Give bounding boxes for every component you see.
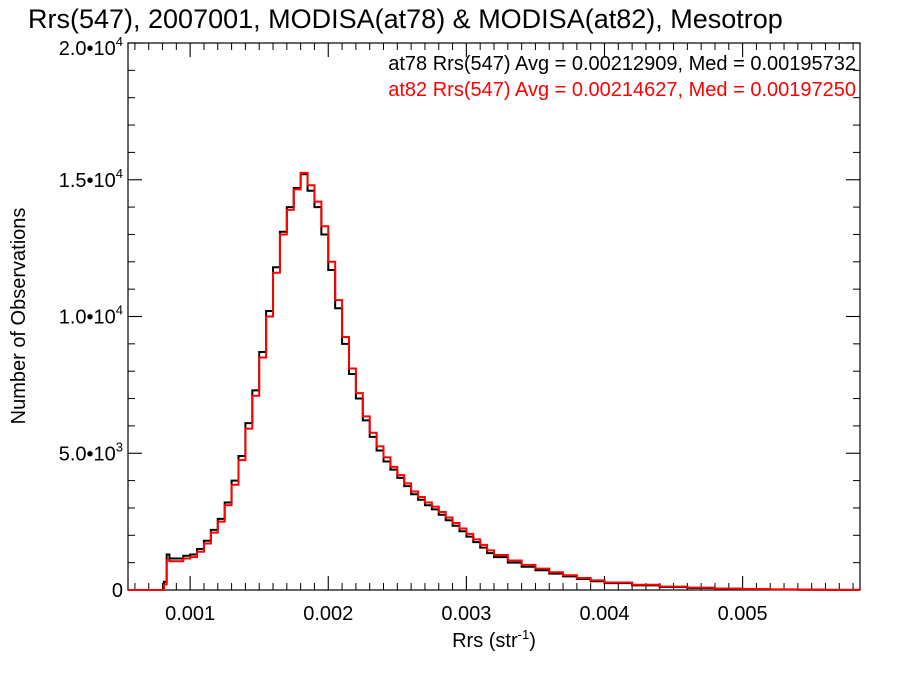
y-tick-label: 0 (112, 580, 123, 602)
y-tick-label: 2.0•104 (59, 34, 123, 60)
series-line-at82 (128, 171, 861, 591)
series-layer (128, 171, 861, 591)
x-tick-label: 0.004 (579, 603, 629, 625)
x-tick-label: 0.001 (165, 603, 215, 625)
y-tick-label: 1.0•104 (59, 303, 123, 329)
x-tick-label: 0.003 (441, 603, 491, 625)
plot-frame (127, 42, 861, 591)
y-tick-label: 1.5•104 (59, 166, 123, 192)
chart-title: Rrs(547), 2007001, MODISA(at78) & MODISA… (28, 4, 783, 34)
legend-entry-at82: at82 Rrs(547) Avg = 0.00214627, Med = 0.… (388, 79, 856, 101)
y-axis-label: Number of Observations (8, 208, 30, 425)
axis-tick-labels: 0.001 0.002 0.003 0.004 0.005 0 5.0•103 1.0•104… (59, 34, 768, 625)
axis-ticks (128, 42, 860, 591)
legend-entry-at78: at78 Rrs(547) Avg = 0.00212909, Med = 0.… (388, 53, 856, 75)
x-axis-label: Rrs (str-1) (452, 627, 536, 652)
series-line-at78 (128, 173, 861, 591)
y-tick-label: 5.0•103 (59, 439, 123, 465)
x-tick-label: 0.005 (718, 603, 768, 625)
x-tick-label: 0.002 (303, 603, 353, 625)
